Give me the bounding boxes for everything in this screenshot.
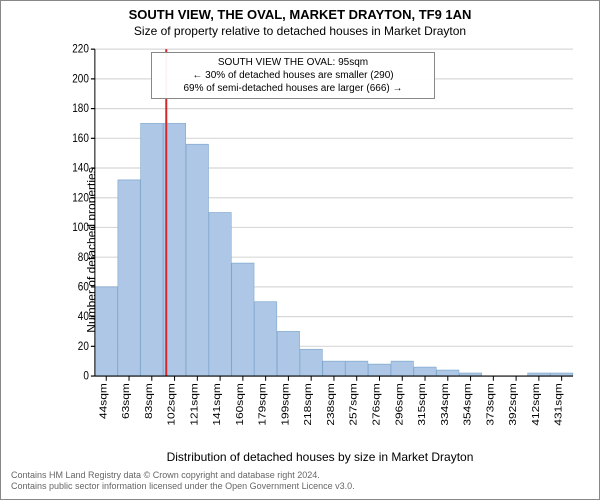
- svg-text:276sqm: 276sqm: [371, 383, 382, 425]
- svg-text:354sqm: 354sqm: [462, 383, 473, 425]
- svg-text:120: 120: [72, 192, 89, 205]
- chart-card: SOUTH VIEW, THE OVAL, MARKET DRAYTON, TF…: [0, 0, 600, 500]
- svg-text:160sqm: 160sqm: [235, 383, 246, 425]
- svg-text:238sqm: 238sqm: [326, 383, 337, 425]
- svg-text:83sqm: 83sqm: [144, 383, 155, 419]
- svg-text:315sqm: 315sqm: [417, 383, 428, 425]
- svg-text:199sqm: 199sqm: [280, 383, 291, 425]
- svg-text:20: 20: [78, 340, 89, 353]
- svg-text:100: 100: [72, 221, 89, 234]
- svg-text:160: 160: [72, 132, 89, 145]
- footer-line2: Contains public sector information licen…: [11, 481, 589, 493]
- svg-text:80: 80: [78, 251, 89, 264]
- annotation-line3: 69% of semi-detached houses are larger (…: [158, 82, 428, 95]
- svg-text:220: 220: [72, 43, 89, 56]
- histogram-chart: 0 20 40 60 80 100 120 140 160 180 200 220 44sqm 63sqm…: [61, 42, 579, 448]
- title-main: SOUTH VIEW, THE OVAL, MARKET DRAYTON, TF…: [1, 7, 599, 22]
- svg-text:200: 200: [72, 73, 89, 86]
- svg-text:431sqm: 431sqm: [553, 383, 564, 425]
- svg-text:121sqm: 121sqm: [189, 383, 200, 425]
- svg-text:392sqm: 392sqm: [508, 383, 519, 425]
- svg-text:218sqm: 218sqm: [303, 383, 314, 425]
- svg-text:60: 60: [78, 281, 89, 294]
- svg-text:63sqm: 63sqm: [121, 383, 132, 419]
- svg-text:373sqm: 373sqm: [485, 383, 496, 425]
- annotation-line2: ← 30% of detached houses are smaller (29…: [158, 69, 428, 82]
- footer-line1: Contains HM Land Registry data © Crown c…: [11, 470, 589, 482]
- title-sub: Size of property relative to detached ho…: [1, 24, 599, 38]
- svg-text:44sqm: 44sqm: [98, 383, 109, 419]
- svg-text:102sqm: 102sqm: [166, 383, 177, 425]
- svg-text:40: 40: [78, 310, 89, 323]
- svg-text:141sqm: 141sqm: [212, 383, 223, 425]
- footer: Contains HM Land Registry data © Crown c…: [1, 466, 599, 499]
- x-axis-label: Distribution of detached houses by size …: [1, 448, 599, 466]
- svg-text:0: 0: [83, 370, 89, 383]
- svg-text:257sqm: 257sqm: [349, 383, 360, 425]
- svg-text:180: 180: [72, 102, 89, 115]
- annotation-line1: SOUTH VIEW THE OVAL: 95sqm: [158, 56, 428, 69]
- svg-text:179sqm: 179sqm: [257, 383, 268, 425]
- svg-text:296sqm: 296sqm: [394, 383, 405, 425]
- svg-text:140: 140: [72, 162, 89, 175]
- titles: SOUTH VIEW, THE OVAL, MARKET DRAYTON, TF…: [1, 1, 599, 38]
- svg-text:334sqm: 334sqm: [440, 383, 451, 425]
- chart-area: 0 20 40 60 80 100 120 140 160 180 200 220 44sqm 63sqm…: [61, 42, 579, 448]
- svg-text:412sqm: 412sqm: [531, 383, 542, 425]
- annotation-box: SOUTH VIEW THE OVAL: 95sqm ← 30% of deta…: [151, 52, 435, 99]
